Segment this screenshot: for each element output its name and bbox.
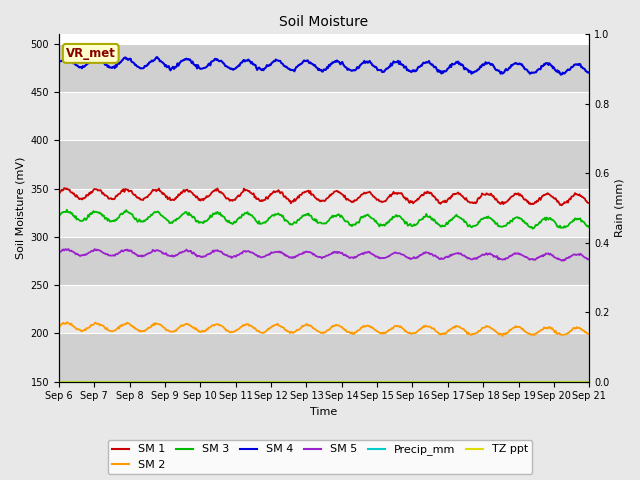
SM 4 (586, 70, 593, 76)
SM 5 (296, 252, 303, 257)
SM 2 (586, 331, 593, 337)
SM 4 (410, 69, 418, 74)
Line: SM 1: SM 1 (59, 188, 589, 205)
SM 2 (192, 325, 200, 331)
Line: SM 5: SM 5 (59, 249, 589, 261)
TZ ppt (367, 379, 375, 384)
Legend: SM 1, SM 2, SM 3, SM 4, SM 5, Precip_mm, TZ ppt: SM 1, SM 2, SM 3, SM 4, SM 5, Precip_mm,… (108, 440, 532, 474)
Precip_mm (295, 379, 303, 384)
Bar (59, 285, 589, 334)
SM 3 (369, 216, 376, 221)
SM 3 (150, 210, 157, 216)
SM 3 (410, 221, 418, 227)
SM 1 (369, 192, 376, 198)
SM 4 (557, 72, 564, 78)
SM 2 (369, 325, 376, 331)
SM 3 (63, 207, 70, 213)
SM 1 (455, 192, 463, 197)
SM 4 (150, 58, 157, 63)
SM 4 (455, 61, 463, 67)
SM 3 (296, 216, 303, 222)
SM 1 (586, 200, 593, 206)
SM 5 (558, 258, 566, 264)
SM 2 (499, 333, 506, 339)
SM 5 (55, 250, 63, 256)
SM 3 (55, 213, 63, 218)
Title: Soil Moisture: Soil Moisture (280, 15, 369, 29)
SM 1 (296, 192, 303, 198)
SM 2 (150, 321, 157, 326)
SM 3 (192, 219, 200, 225)
TZ ppt (55, 379, 63, 384)
Bar (59, 237, 589, 285)
Precip_mm (149, 379, 157, 384)
SM 5 (410, 254, 418, 260)
SM 1 (410, 200, 418, 205)
Y-axis label: Soil Moisture (mV): Soil Moisture (mV) (15, 157, 25, 259)
Y-axis label: Rain (mm): Rain (mm) (615, 179, 625, 237)
SM 5 (65, 246, 72, 252)
SM 1 (60, 185, 68, 191)
Precip_mm (586, 379, 593, 384)
TZ ppt (149, 379, 157, 384)
SM 2 (55, 324, 63, 329)
SM 5 (192, 252, 200, 257)
TZ ppt (295, 379, 303, 384)
Bar (59, 334, 589, 382)
Line: SM 4: SM 4 (59, 57, 589, 75)
SM 2 (296, 326, 303, 332)
Precip_mm (409, 379, 417, 384)
Bar (59, 44, 589, 92)
TZ ppt (586, 379, 593, 384)
Precip_mm (191, 379, 199, 384)
SM 5 (369, 251, 376, 257)
Bar (59, 189, 589, 237)
Line: SM 2: SM 2 (59, 322, 589, 336)
Precip_mm (454, 379, 462, 384)
SM 2 (455, 324, 463, 329)
SM 4 (296, 62, 303, 68)
SM 1 (192, 195, 200, 201)
SM 5 (150, 247, 157, 253)
Text: VR_met: VR_met (66, 47, 116, 60)
SM 1 (55, 190, 63, 196)
TZ ppt (454, 379, 462, 384)
TZ ppt (409, 379, 417, 384)
SM 4 (369, 62, 376, 68)
Bar (59, 141, 589, 189)
Bar (59, 92, 589, 141)
SM 3 (529, 226, 536, 231)
SM 4 (63, 54, 70, 60)
Precip_mm (367, 379, 375, 384)
SM 1 (150, 188, 157, 193)
Precip_mm (55, 379, 63, 384)
Line: SM 3: SM 3 (59, 210, 589, 228)
SM 3 (455, 214, 463, 220)
TZ ppt (191, 379, 199, 384)
SM 3 (586, 225, 593, 230)
SM 5 (586, 257, 593, 263)
SM 4 (55, 58, 63, 64)
SM 4 (192, 62, 200, 68)
SM 2 (410, 330, 418, 336)
SM 1 (558, 203, 566, 208)
SM 5 (455, 251, 463, 257)
X-axis label: Time: Time (310, 407, 338, 417)
SM 2 (63, 319, 70, 325)
